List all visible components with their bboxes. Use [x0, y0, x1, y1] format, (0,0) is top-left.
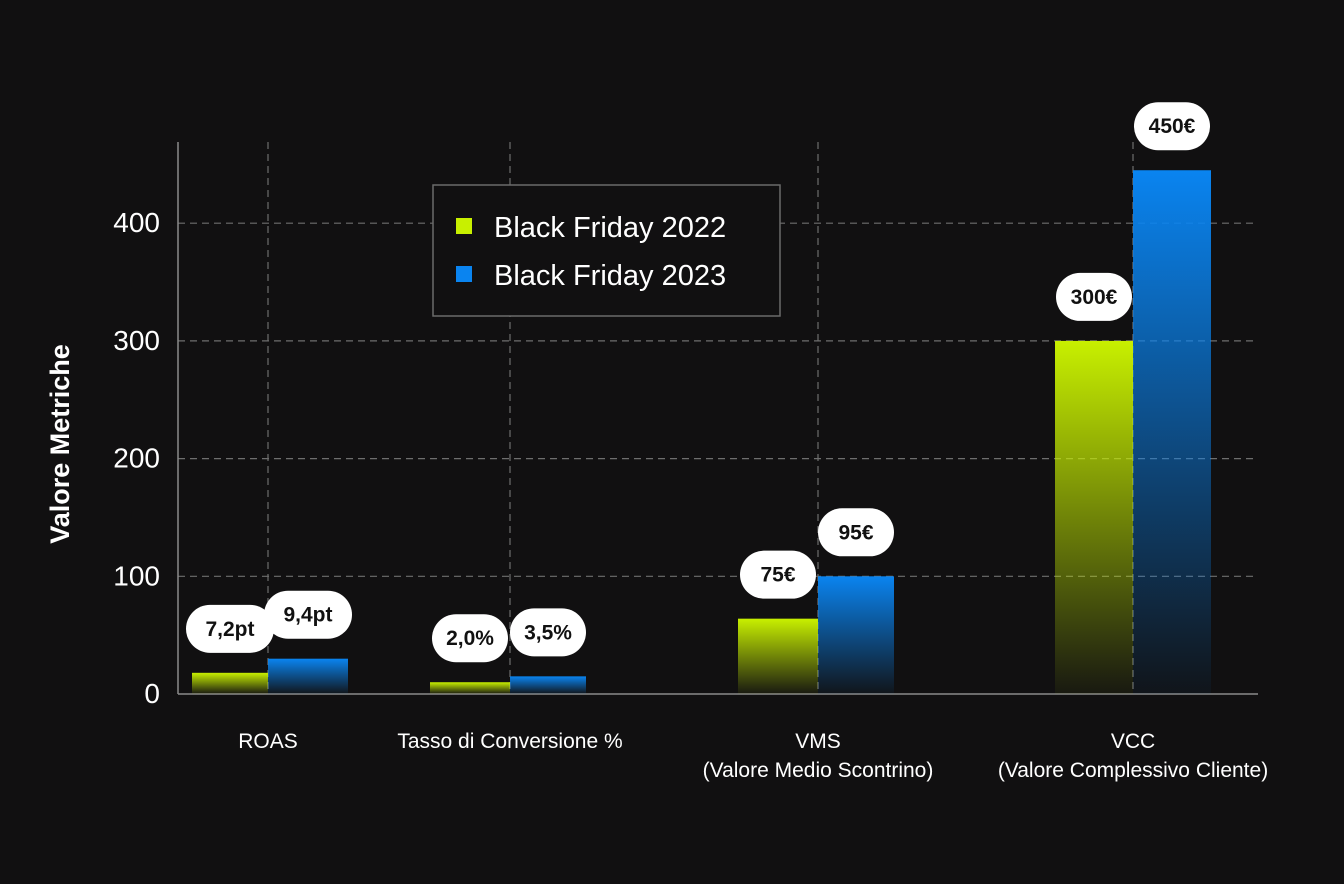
data-label-2023: 95€ [818, 508, 894, 557]
x-tick-label: VCC [1111, 730, 1155, 753]
data-label-pill [186, 604, 274, 653]
legend: Black Friday 2022 Black Friday 2023 [432, 184, 781, 317]
bar-2023 [268, 658, 348, 694]
legend-box [432, 184, 781, 317]
bar-2023 [818, 576, 894, 694]
y-tick-label: 0 [144, 678, 160, 709]
y-tick-label: 100 [113, 560, 160, 591]
legend-swatch [456, 266, 472, 282]
data-label-2023: 450€ [1134, 102, 1210, 151]
data-label-pill [510, 608, 586, 657]
x-tick-label: (Valore Complessivo Cliente) [998, 759, 1268, 782]
y-axis-title: Valore Metriche [45, 344, 75, 544]
data-label-text: 9,4pt [283, 604, 332, 627]
bar-2022 [1055, 340, 1133, 694]
bar-2022 [738, 618, 818, 694]
bar-2023 [510, 676, 586, 694]
data-label-pill [740, 550, 816, 599]
bar-2023 [1133, 170, 1211, 695]
y-tick-label: 300 [113, 325, 160, 356]
data-label-pill [264, 590, 352, 639]
data-label-text: 7,2pt [205, 618, 254, 641]
data-label-2022: 7,2pt [186, 604, 274, 653]
bar-2022 [430, 682, 510, 694]
data-label-text: 95€ [838, 521, 873, 544]
legend-swatch [456, 218, 472, 234]
x-tick-label: (Valore Medio Scontrino) [703, 759, 934, 782]
data-label-2023: 3,5% [510, 608, 586, 657]
legend-label: Black Friday 2022 [494, 212, 726, 244]
data-label-text: 450€ [1149, 115, 1196, 138]
x-tick-label: VMS [795, 730, 841, 753]
y-tick-label: 400 [113, 207, 160, 238]
y-tick-label: 200 [113, 443, 160, 474]
x-tick-label: ROAS [238, 730, 298, 753]
data-label-2022: 2,0% [432, 614, 508, 663]
data-label-text: 3,5% [524, 621, 572, 644]
data-label-pill [818, 508, 894, 557]
data-label-2022: 75€ [740, 550, 816, 599]
data-label-text: 75€ [760, 564, 795, 587]
data-label-pill [432, 614, 508, 663]
data-label-2023: 9,4pt [264, 590, 352, 639]
data-label-pill [1134, 102, 1210, 151]
data-label-text: 2,0% [446, 627, 494, 650]
data-label-pill [1056, 272, 1132, 321]
legend-label: Black Friday 2023 [494, 260, 726, 292]
data-label-2022: 300€ [1056, 272, 1132, 321]
bar-2022 [192, 672, 268, 694]
x-tick-label: Tasso di Conversione % [397, 730, 622, 753]
data-label-text: 300€ [1071, 286, 1118, 309]
